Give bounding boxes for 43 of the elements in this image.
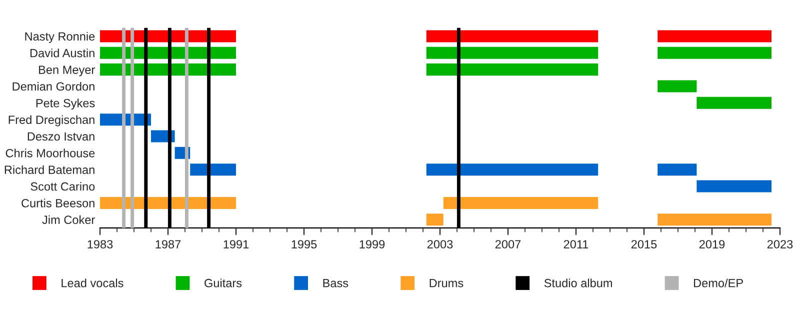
x-tick-label: 2023 <box>767 240 793 248</box>
bar <box>658 214 772 226</box>
x-tick-label: 1987 <box>156 240 181 248</box>
bar <box>696 96 772 109</box>
x-tick-label: 2015 <box>631 240 657 248</box>
bar <box>658 30 772 42</box>
x-tick-label: 1999 <box>360 240 385 248</box>
bar <box>426 164 598 176</box>
x-tick-label: 1983 <box>88 240 113 248</box>
bar <box>658 46 772 59</box>
y-tick-label: Jim Coker <box>42 215 95 224</box>
y-tick-label: Fred Dregischan <box>8 115 94 126</box>
y-tick-label: Nasty Ronnie <box>25 32 95 43</box>
bar <box>426 46 598 59</box>
y-tick-label: Richard Bateman <box>4 165 94 174</box>
y-tick-label: Demian Gordon <box>12 82 94 91</box>
bar <box>443 196 598 209</box>
x-tick-label: 1995 <box>292 240 317 248</box>
y-tick-label: Curtis Beeson <box>22 198 94 208</box>
y-tick-label: Chris Moorhouse <box>6 148 95 158</box>
x-tick-label: 1991 <box>224 240 249 248</box>
x-tick-label: 2019 <box>699 240 725 248</box>
y-tick-label: Ben Meyer <box>39 66 95 76</box>
legend-label: Demo/EP <box>694 278 743 288</box>
x-tick-label: 2003 <box>427 240 453 248</box>
legend-label: Drums <box>430 279 464 288</box>
y-tick-label: Deszo Istvan <box>28 132 94 141</box>
legend-label: Guitars <box>204 278 242 288</box>
y-tick-label: David Austin <box>30 48 94 58</box>
bar <box>426 64 598 76</box>
bar <box>696 180 772 192</box>
legend-label: Studio album <box>544 278 612 288</box>
legend-label: Bass <box>323 279 348 288</box>
bar <box>426 214 444 226</box>
y-tick-label: Pete Sykes <box>36 98 95 110</box>
x-tick-label: 2007 <box>495 240 521 248</box>
legend-label: Lead vocals <box>62 278 124 288</box>
bar <box>658 80 697 92</box>
y-tick-label: Scott Carino <box>30 182 95 191</box>
bar <box>190 164 236 176</box>
bar <box>426 30 598 42</box>
x-tick-label: 2011 <box>564 240 588 248</box>
bar <box>658 164 697 176</box>
